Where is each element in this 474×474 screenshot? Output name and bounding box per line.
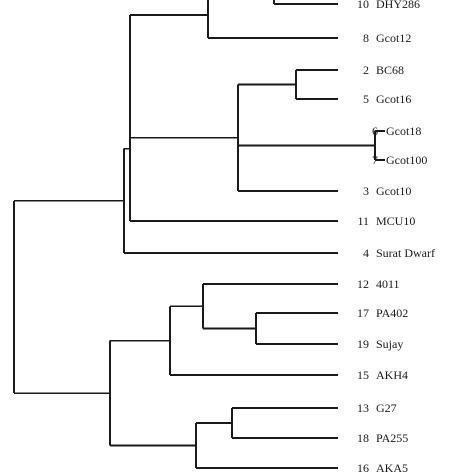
leaf-number: 7 xyxy=(372,153,378,167)
leaf-name: PA255 xyxy=(376,431,408,445)
leaf-number: 19 xyxy=(357,337,369,351)
leaf-number: 11 xyxy=(357,214,369,228)
leaf-number: 10 xyxy=(357,0,369,11)
leaf-name: PA402 xyxy=(376,306,408,320)
leaf-name: DHY286 xyxy=(376,0,420,11)
leaf-number: 17 xyxy=(357,306,369,320)
leaf-number: 8 xyxy=(363,31,369,45)
leaf-name: Gcot10 xyxy=(376,184,411,198)
leaf-number: 3 xyxy=(363,184,369,198)
dendrogram-branches xyxy=(13,0,385,469)
leaf-number: 5 xyxy=(363,92,369,106)
leaf-name: BC68 xyxy=(376,63,404,77)
leaf-name: G27 xyxy=(376,401,397,415)
leaf-number: 6 xyxy=(372,124,378,138)
leaf-name: 4011 xyxy=(376,277,400,291)
leaf-name: Sujay xyxy=(376,337,403,351)
leaf-name: Gcot12 xyxy=(376,31,411,45)
leaf-name: Gcot18 xyxy=(386,124,421,138)
dendrogram-labels: 10 DHY286 8 Gcot12 2 BC68 5 Gcot16 6 Gcot18 7 Gcot1… xyxy=(357,0,435,474)
leaf-number: 4 xyxy=(363,246,369,260)
leaf-name: Gcot100 xyxy=(386,153,427,167)
leaf-name: Surat Dwarf xyxy=(376,246,435,260)
leaf-name: AKA5 xyxy=(376,461,408,474)
leaf-number: 18 xyxy=(357,431,369,445)
leaf-name: MCU10 xyxy=(376,214,415,228)
leaf-name: AKH4 xyxy=(376,368,408,382)
leaf-number: 12 xyxy=(357,277,369,291)
leaf-number: 16 xyxy=(357,461,369,474)
leaf-name: Gcot16 xyxy=(376,92,411,106)
leaf-number: 13 xyxy=(357,401,369,415)
leaf-number: 15 xyxy=(357,368,369,382)
leaf-number: 2 xyxy=(363,63,369,77)
